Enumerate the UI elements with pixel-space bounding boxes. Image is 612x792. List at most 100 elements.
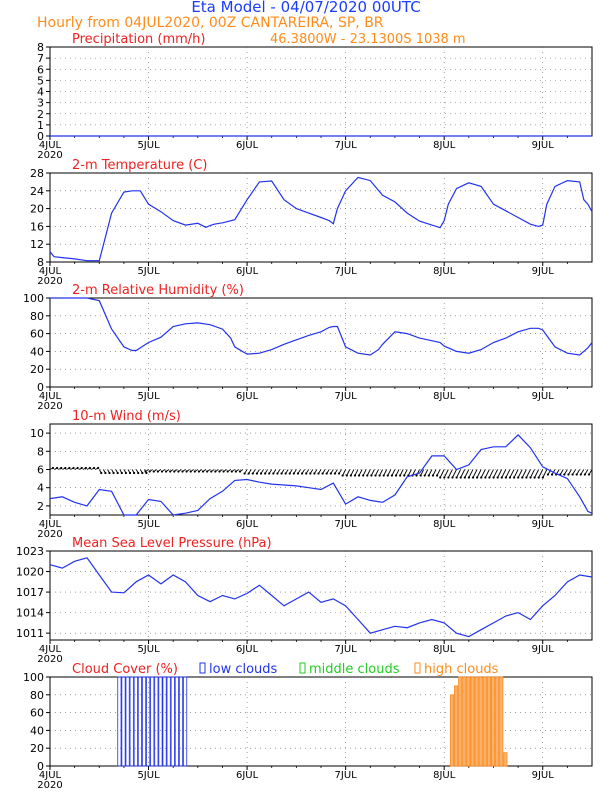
y-tick-label: 3 [37, 97, 44, 110]
panel-mslp: 1011 1014 1017 1020 1023 4JUL 5JUL 6JUL 7JUL 8JUL… [16, 536, 593, 665]
x-tick-label: 7JUL [335, 644, 358, 655]
cloud-bar-high [495, 676, 500, 767]
wind-vector-head [362, 474, 365, 477]
x-tick-label: 9JUL [532, 266, 555, 277]
x-tick-label: 9JUL [532, 519, 555, 530]
wind-vector-head [480, 476, 483, 479]
series-line-mslp [49, 557, 593, 638]
cloud-bar-low [125, 676, 130, 767]
wind-vector-head [571, 473, 574, 476]
wind-vector-head [374, 474, 377, 477]
wind-vector [354, 469, 359, 476]
cloud-bar-low [117, 676, 122, 767]
wind-vector-head [222, 470, 225, 473]
wind-vector-head [264, 472, 267, 475]
wind-vector [509, 469, 515, 478]
x-tick-label: 6JUL [236, 644, 259, 655]
wind-vector-head [137, 471, 140, 475]
wind-vector-head [496, 476, 499, 479]
y-tick-label: 20 [30, 363, 44, 376]
cloud-bar-low [129, 676, 134, 767]
wind-vector [358, 469, 363, 476]
wind-vector [505, 469, 511, 478]
wind-vector [472, 469, 478, 478]
wind-vector [407, 469, 412, 476]
x-year-label: 2020 [37, 654, 62, 665]
wind-vector-head [97, 466, 100, 470]
wind-vector-head [451, 476, 454, 479]
wind-vector-head [141, 471, 144, 475]
y-tick-label: 1011 [16, 627, 44, 640]
cloud-bar-high [470, 676, 475, 767]
wind-vector-head [305, 472, 308, 475]
x-tick-label: 8JUL [433, 140, 456, 151]
wind-vector-head [525, 476, 528, 479]
wind-vector [476, 469, 482, 478]
wind-vector [484, 469, 490, 478]
cloud-bar-low [133, 676, 138, 767]
wind-vector-head [51, 466, 55, 470]
wind-vector [480, 469, 486, 478]
legend-label: low clouds [209, 662, 278, 677]
y-tick-label: 60 [30, 328, 44, 341]
wind-vector-head [476, 476, 479, 479]
wind-vector [416, 469, 420, 476]
cloud-bar-low [137, 676, 142, 767]
y-tick-label: 8 [37, 256, 44, 269]
wind-vector-head [321, 472, 324, 475]
y-tick-label: 100 [23, 671, 44, 684]
series-line-rh [50, 297, 593, 356]
wind-vector-head [317, 472, 320, 475]
cloud-bar-high [503, 752, 508, 767]
wind-vector-head [169, 470, 172, 473]
legend-label: middle clouds [309, 662, 400, 677]
y-tick-label: 1020 [16, 566, 44, 579]
panel-wind: 2 4 6 8 10 4JUL 5JUL 6JUL 7JUL 8JUL 9JUL 2020 10-m W… [30, 409, 593, 540]
wind-vector-head [419, 474, 422, 477]
wind-vector-head [390, 474, 394, 477]
wind-vector [428, 469, 433, 476]
wind-vector [387, 469, 392, 476]
x-tick-label: 6JUL [236, 770, 259, 781]
wind-vector-head [386, 474, 389, 477]
y-tick-label: 4 [37, 482, 44, 495]
wind-vector-head [104, 471, 107, 475]
wind-vector [493, 469, 498, 478]
y-tick-label: 8 [37, 445, 44, 458]
panel-frame [49, 550, 593, 641]
wind-vector [501, 469, 507, 478]
wind-vector-head [333, 472, 337, 475]
wind-vector [456, 469, 462, 478]
y-tick-label: 10 [30, 427, 44, 440]
panel-title-rh: 2-m Relative Humidity (%) [72, 283, 244, 298]
wind-vector-head [173, 470, 176, 473]
wind-vector-head [459, 476, 462, 479]
x-tick-label: 9JUL [532, 391, 555, 402]
wind-vector [391, 469, 396, 476]
x-tick-label: 8JUL [433, 266, 456, 277]
y-tick-label: 0 [37, 130, 44, 143]
wind-vector [521, 469, 527, 478]
wind-vector [399, 469, 404, 476]
wind-vector-head [234, 470, 237, 473]
wind-vector-head [337, 472, 341, 475]
wind-vector-head [276, 472, 279, 475]
legend-swatch [414, 662, 421, 674]
figure-title: Eta Model - 04/07/2020 00UTC [191, 0, 420, 16]
wind-vector-head [313, 472, 316, 475]
x-tick-label: 6JUL [236, 140, 259, 151]
wind-vector [538, 469, 544, 478]
y-tick-label: 24 [30, 185, 44, 198]
y-tick-label: 16 [30, 220, 44, 233]
wind-vector-head [148, 470, 151, 473]
wind-vector-head [133, 471, 136, 475]
cloud-bar-high [482, 676, 487, 767]
y-tick-label: 1014 [16, 607, 44, 620]
wind-vector [517, 469, 523, 478]
wind-vector-head [272, 472, 275, 475]
wind-vector-head [488, 476, 491, 479]
wind-vector [452, 469, 457, 478]
y-tick-label: 80 [30, 310, 44, 323]
cloud-bar-low [141, 676, 147, 767]
